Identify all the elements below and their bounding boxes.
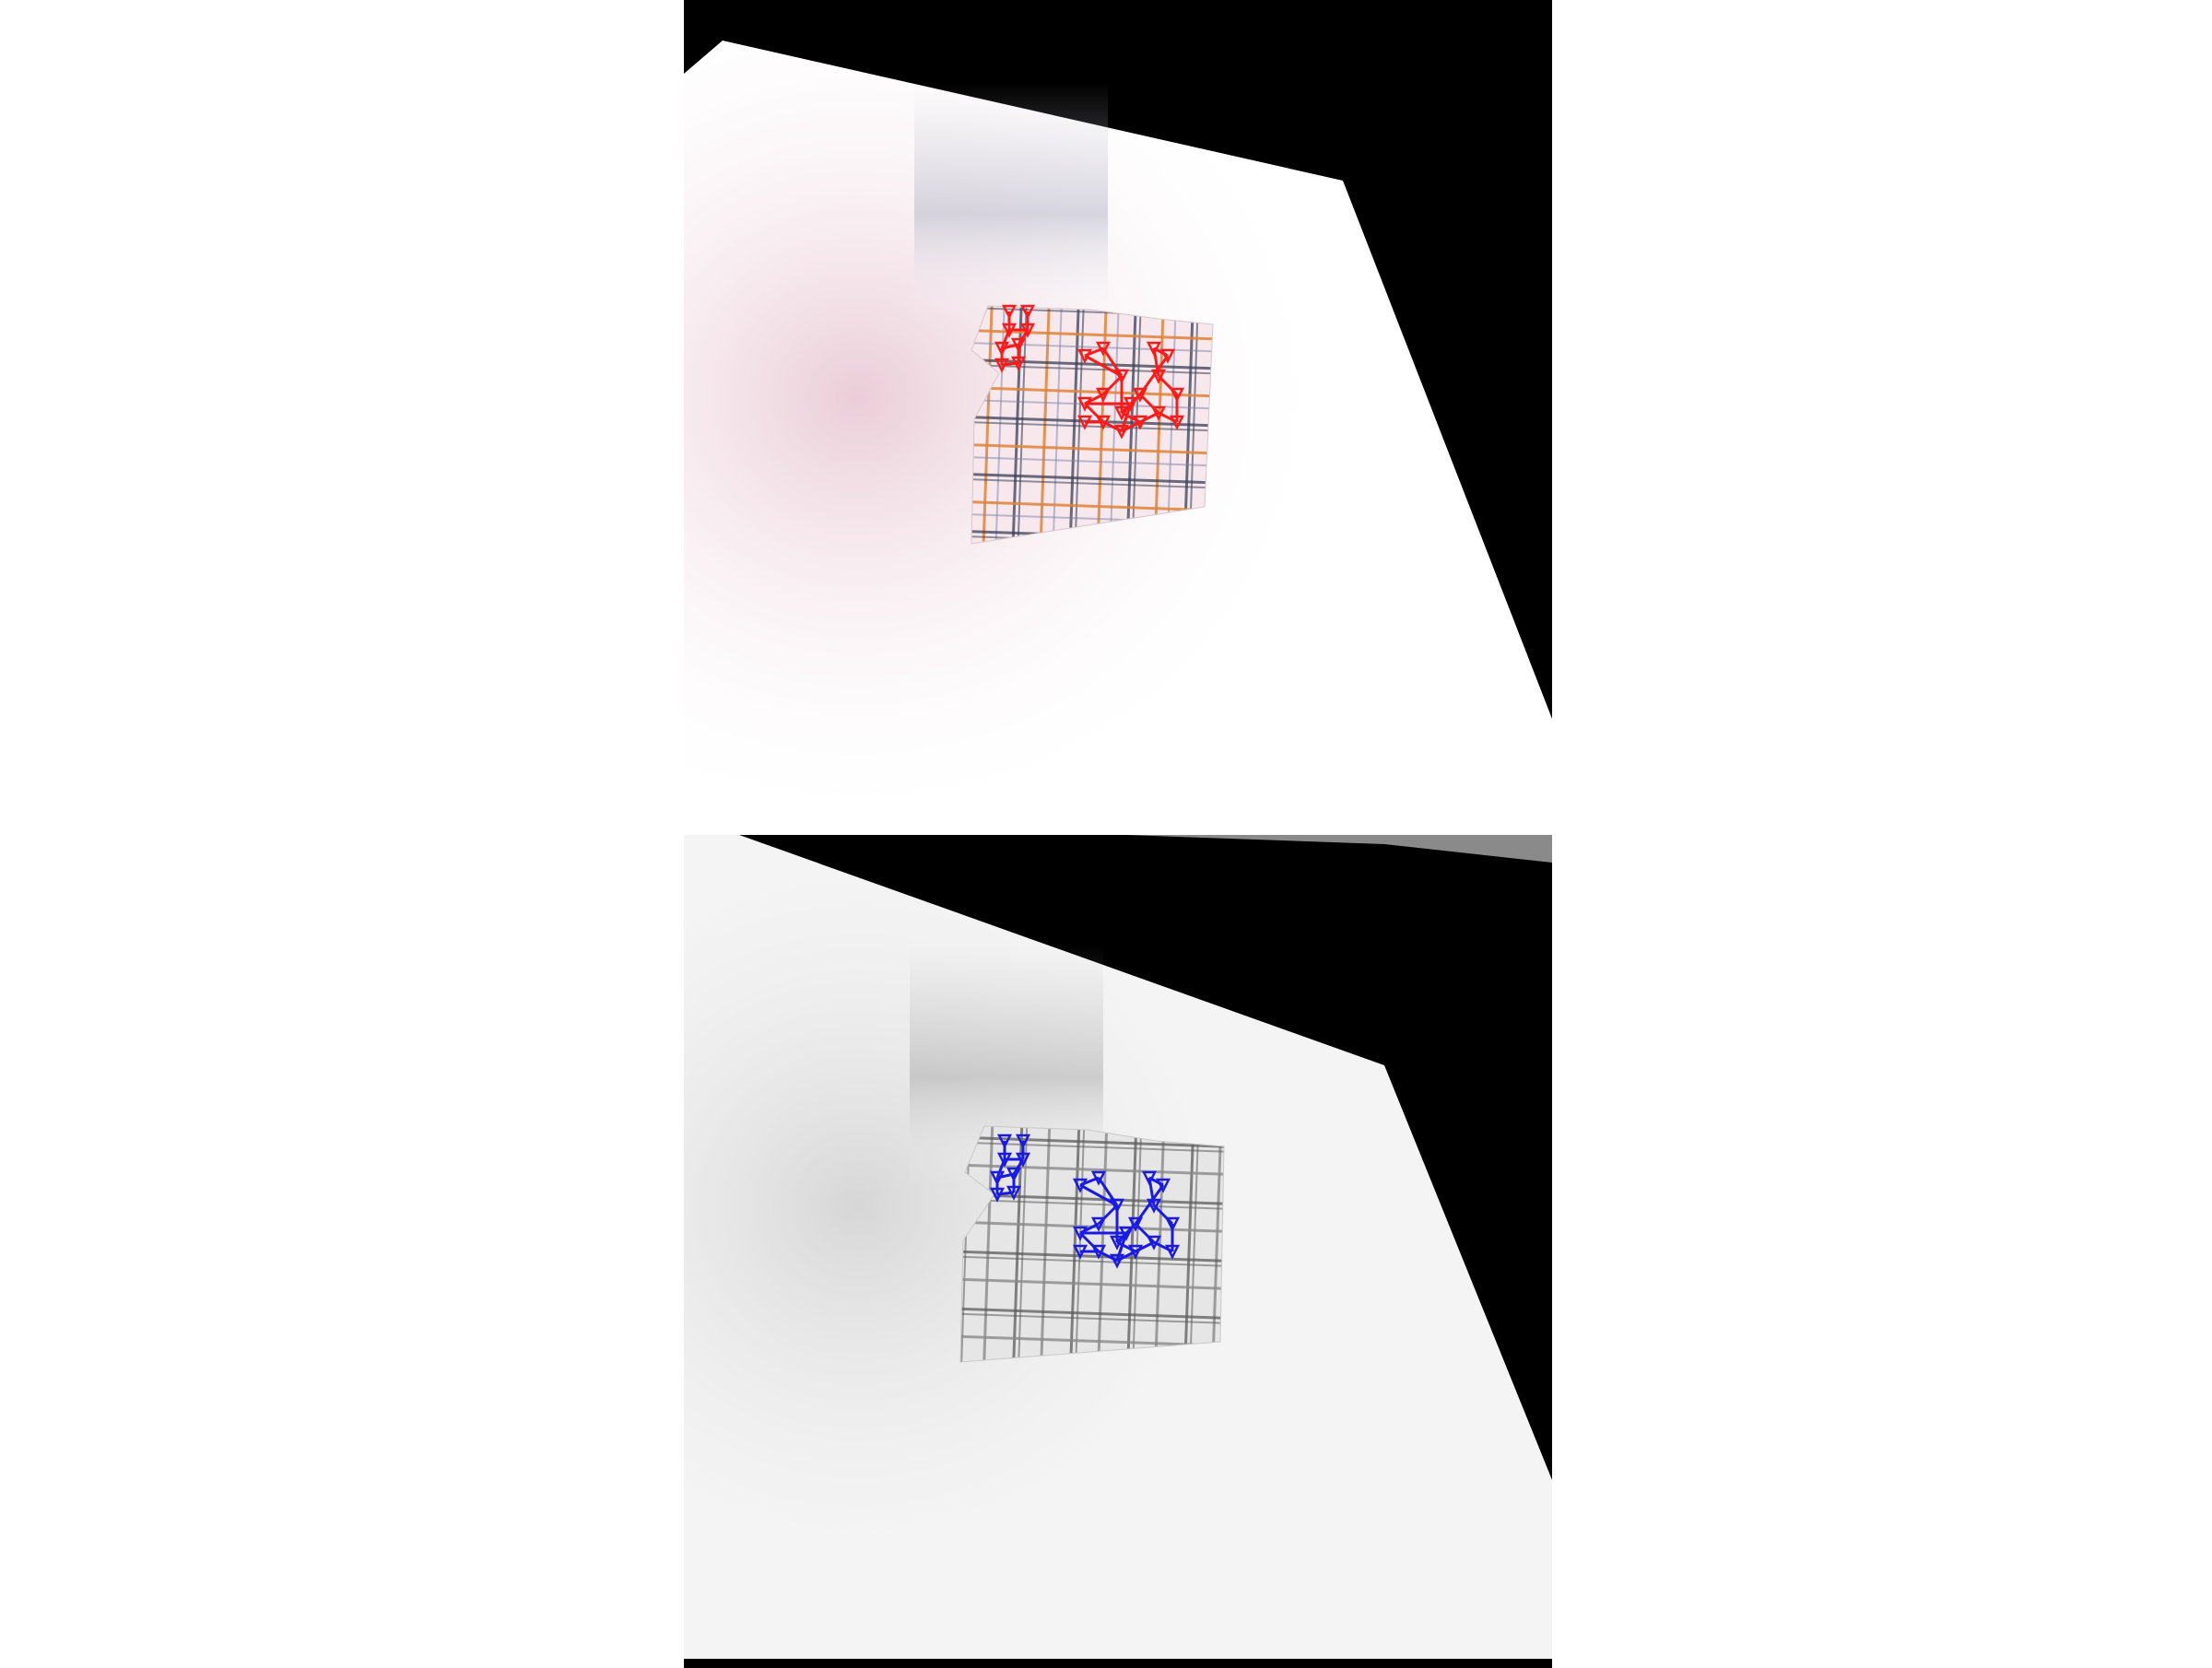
keypoint-marker-icon <box>1150 405 1167 421</box>
keypoint-marker-icon <box>1010 356 1027 371</box>
color-render-panel <box>684 0 1552 833</box>
keypoint-marker-icon <box>1010 337 1027 353</box>
keypoint-marker-icon <box>1015 1134 1031 1149</box>
keypoint-marker-icon <box>1006 1185 1022 1201</box>
keypoint-marker-icon <box>1019 323 1036 338</box>
keypoint-marker-icon <box>1019 304 1036 320</box>
keypoint-marker-icon <box>1072 1244 1088 1260</box>
plaid-cloth <box>971 305 1214 545</box>
keypoint-marker-icon <box>1072 1178 1088 1193</box>
keypoint-marker-icon <box>1146 1198 1162 1214</box>
keypoint-marker-icon <box>1095 415 1112 430</box>
keypoint-marker-icon <box>1113 369 1130 384</box>
keypoint-marker-icon <box>1109 1253 1125 1269</box>
keypoint-marker-icon <box>994 341 1010 357</box>
grayscale-render-canvas <box>684 835 1552 1659</box>
keypoint-marker-icon <box>1001 304 1018 320</box>
keypoint-marker-icon <box>1127 1244 1144 1260</box>
keypoint-marker-icon <box>1090 1216 1107 1232</box>
color-render-canvas <box>684 41 1552 833</box>
keypoint-marker-icon <box>1150 369 1167 384</box>
keypoint-marker-icon <box>1169 415 1185 430</box>
mesh-edge <box>1084 354 1123 378</box>
keypoint-marker-icon <box>1077 396 1093 412</box>
keypoint-marker-icon <box>1001 323 1018 338</box>
keypoint-marker-icon <box>1141 1170 1158 1186</box>
keypoint-marker-icon <box>1077 348 1093 364</box>
mesh-edge <box>1079 1183 1118 1207</box>
keypoint-marker-icon <box>1146 1235 1162 1251</box>
wrinkle-shading <box>914 83 1108 323</box>
keypoint-marker-icon <box>1132 387 1148 403</box>
keypoint-marker-icon <box>1164 1216 1181 1232</box>
keypoint-marker-icon <box>1123 396 1139 412</box>
keypoint-marker-icon <box>996 1152 1013 1168</box>
keypoint-marker-icon <box>1132 415 1148 430</box>
keypoint-marker-icon <box>989 1170 1006 1186</box>
keypoint-marker-icon <box>1159 348 1176 364</box>
grayscale-render-panel <box>684 835 1552 1668</box>
keypoint-marker-icon <box>1095 387 1112 403</box>
keypoint-marker-icon <box>1109 1235 1125 1251</box>
keypoint-marker-icon <box>1095 341 1112 357</box>
keypoint-marker-icon <box>1113 424 1130 440</box>
noise-strip-top <box>1126 835 1552 863</box>
keypoint-marker-icon <box>1109 1198 1125 1214</box>
keypoint-marker-icon <box>1127 1216 1144 1232</box>
keypoint-marker-icon <box>1015 1152 1031 1168</box>
keypoint-marker-icon <box>1090 1170 1107 1186</box>
keypoint-marker-icon <box>994 358 1010 373</box>
keypoint-marker-icon <box>996 1134 1013 1149</box>
keypoint-mesh-blue <box>989 1134 1181 1269</box>
keypoint-marker-icon <box>1155 1178 1171 1193</box>
keypoint-marker-icon <box>1169 387 1185 403</box>
keypoint-marker-icon <box>1146 341 1162 357</box>
keypoint-marker-icon <box>1164 1244 1181 1260</box>
keypoint-marker-icon <box>989 1187 1006 1203</box>
keypoint-marker-icon <box>1118 1226 1135 1241</box>
keypoint-marker-icon <box>1077 415 1093 430</box>
keypoint-marker-icon <box>1090 1244 1107 1260</box>
keypoint-marker-icon <box>1113 405 1130 421</box>
keypoint-marker-icon <box>1072 1226 1088 1241</box>
keypoint-mesh-red <box>994 304 1185 440</box>
keypoint-marker-icon <box>1006 1167 1022 1182</box>
